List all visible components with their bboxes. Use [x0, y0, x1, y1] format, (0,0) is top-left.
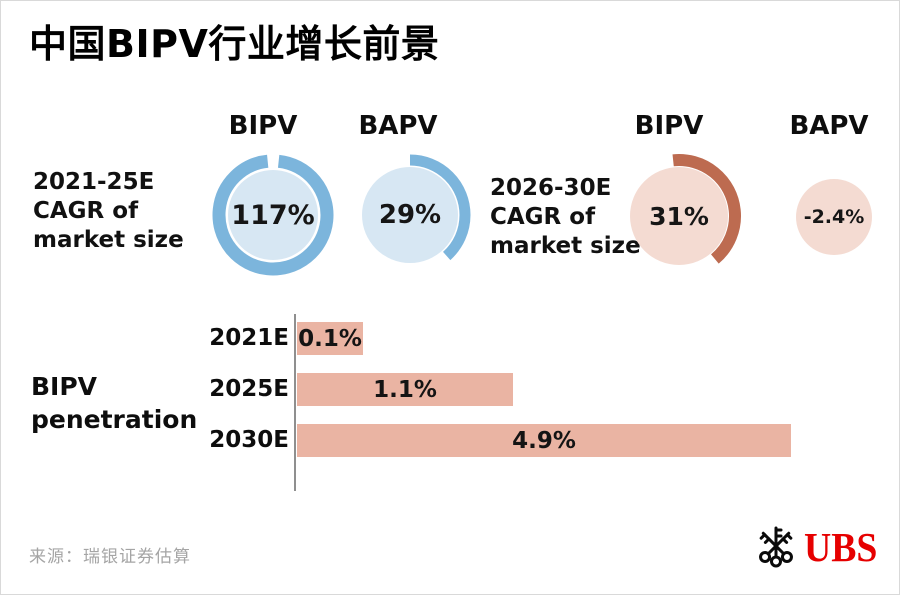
- caption-line: market size: [490, 233, 641, 259]
- bar-chart-axis-line: [294, 314, 296, 491]
- donut-bapv-neg2-4: -2.4%: [768, 151, 899, 283]
- caption-line: 2021-25E: [33, 169, 155, 195]
- bar-value-label: 1.1%: [373, 376, 437, 403]
- donut-label-bapv-1: BAPV: [358, 111, 438, 141]
- donut-bipv-117: 117%: [207, 149, 339, 281]
- bar-category-2025e: 2025E: [209, 376, 289, 402]
- bar-2021e: 0.1%: [297, 322, 363, 355]
- donut-chart-icon: [212, 154, 334, 276]
- bar-value-label: 0.1%: [298, 325, 362, 352]
- caption-line: CAGR of: [490, 204, 596, 230]
- caption-2021-25e-cagr: 2021-25E CAGR of market size: [33, 168, 184, 255]
- ubs-keys-icon: [759, 526, 793, 568]
- page-title: 中国BIPV行业增长前景: [29, 22, 440, 66]
- ubs-logo: UBS: [754, 523, 884, 571]
- caption-line: CAGR of: [33, 198, 139, 224]
- caption-line: market size: [33, 227, 184, 253]
- donut-value: -2.4%: [803, 206, 865, 228]
- donut-chart-icon: [617, 154, 741, 278]
- bar-chart-title: BIPV penetration: [31, 370, 197, 436]
- donut-value: 31%: [649, 201, 709, 231]
- caption-line: 2026-30E: [490, 175, 612, 201]
- bar-title-line: penetration: [31, 405, 198, 434]
- donut-value: 29%: [378, 200, 442, 230]
- donut-label-bapv-2: BAPV: [789, 111, 869, 141]
- bar-category-2030e: 2030E: [209, 427, 289, 453]
- bar-value-label: 4.9%: [512, 427, 576, 454]
- bar-2025e: 1.1%: [297, 373, 513, 406]
- donut-label-bipv-2: BIPV: [634, 111, 704, 141]
- donut-bapv-29: 29%: [344, 149, 476, 281]
- ubs-wordmark: UBS: [804, 524, 878, 570]
- donut-bipv-31: 31%: [613, 150, 745, 282]
- source-note: 来源：瑞银证券估算: [29, 547, 191, 567]
- bar-category-2021e: 2021E: [209, 325, 289, 351]
- bar-title-line: BIPV: [31, 372, 98, 401]
- bar-2030e: 4.9%: [297, 424, 791, 457]
- caption-2026-30e-cagr: 2026-30E CAGR of market size: [490, 174, 641, 261]
- donut-label-bipv-1: BIPV: [228, 111, 298, 141]
- donut-chart-icon: [796, 179, 872, 255]
- donut-chart-icon: [349, 154, 471, 276]
- donut-value: 117%: [231, 199, 315, 231]
